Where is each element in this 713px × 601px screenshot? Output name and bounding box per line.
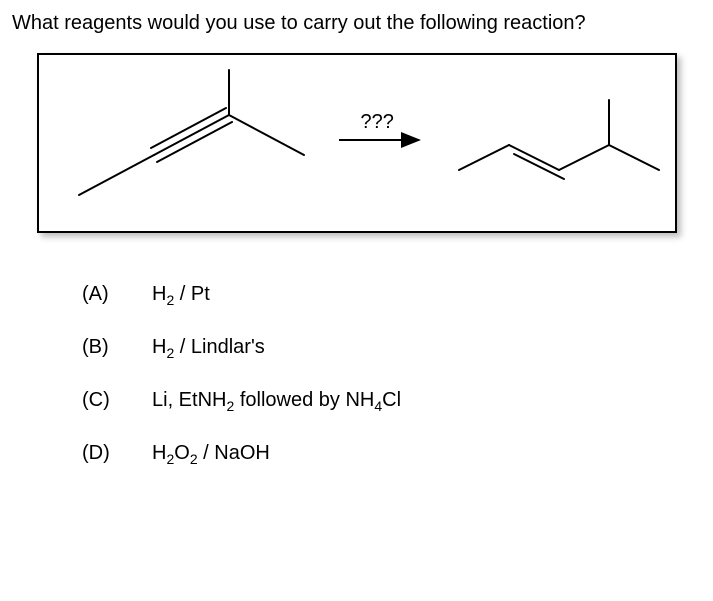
answer-option[interactable]: (C) Li, EtNH2 followed by NH4Cl — [82, 389, 701, 414]
reactant-structure — [79, 70, 304, 195]
answer-text: H2 / Pt — [152, 283, 210, 308]
answer-text: H2O2 / NaOH — [152, 442, 270, 467]
answer-letter: (D) — [82, 442, 152, 465]
arrow-label: ??? — [361, 111, 394, 134]
answer-option[interactable]: (D) H2O2 / NaOH — [82, 442, 701, 467]
answer-letter: (B) — [82, 336, 152, 359]
answer-option[interactable]: (A) H2 / Pt — [82, 283, 701, 308]
answer-option[interactable]: (B) H2 / Lindlar's — [82, 336, 701, 361]
answer-letter: (C) — [82, 389, 152, 412]
answer-text: H2 / Lindlar's — [152, 336, 265, 361]
answer-list: (A) H2 / Pt (B) H2 / Lindlar's (C) Li, E… — [82, 283, 701, 467]
product-structure — [459, 100, 659, 179]
answer-text: Li, EtNH2 followed by NH4Cl — [152, 389, 401, 414]
reaction-figure: ??? — [37, 53, 677, 233]
question-text: What reagents would you use to carry out… — [12, 12, 701, 35]
answer-letter: (A) — [82, 283, 152, 306]
reaction-svg — [39, 55, 679, 235]
